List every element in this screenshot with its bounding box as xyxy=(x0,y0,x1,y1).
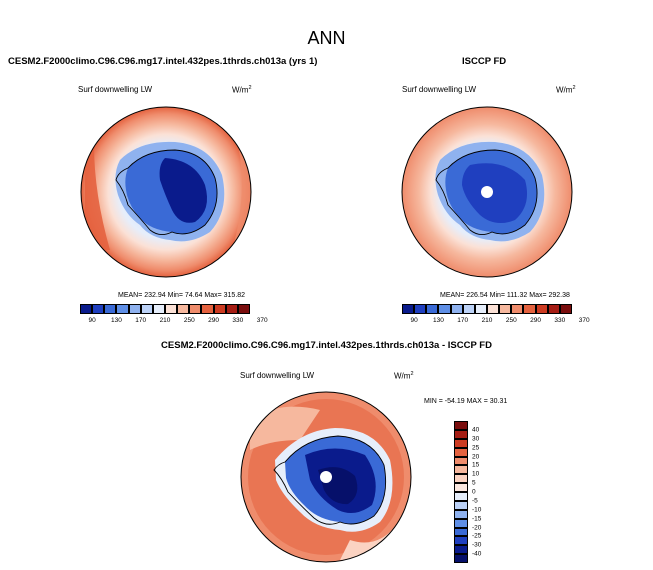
colorbar-tick-label: 130 xyxy=(432,317,444,324)
right-stats: MEAN= 226.54 Min= 111.32 Max= 292.38 xyxy=(440,292,570,299)
colorbar-tick-label: 290 xyxy=(208,317,219,324)
right-colorbar xyxy=(402,304,572,314)
diff-stats: MIN = -54.19 MAX = 30.31 xyxy=(424,398,508,405)
left-units-label: W/m2 xyxy=(232,85,252,95)
colorbar-tick-label: 25 xyxy=(472,444,480,452)
colorbar-tick-label: -15 xyxy=(472,515,482,523)
left-variable-label: Surf downwelling LW xyxy=(78,85,153,94)
colorbar-tick-label: 170 xyxy=(135,317,147,324)
right-units-label: W/m2 xyxy=(556,85,576,95)
colorbar-tick-label: 20 xyxy=(472,453,480,460)
right-variable-label: Surf downwelling LW xyxy=(402,85,477,94)
colorbar-tick-label: 40 xyxy=(472,426,480,434)
colorbar-tick-label: 330 xyxy=(232,317,244,324)
colorbar-tick-label: -40 xyxy=(472,550,482,558)
colorbar-tick-label: 210 xyxy=(159,317,171,324)
colorbar-tick-label: 90 xyxy=(88,317,96,324)
colorbar-tick-label: 90 xyxy=(410,317,418,324)
colorbar-tick-label: 0 xyxy=(472,488,476,496)
colorbar-tick-label: 250 xyxy=(505,317,517,324)
left-stats: MEAN= 232.94 Min= 74.64 Max= 315.82 xyxy=(118,292,246,299)
colorbar-tick-label: 10 xyxy=(472,470,480,478)
right-panel-title: ISCCP FD xyxy=(462,56,507,67)
colorbar-tick-label: 250 xyxy=(183,317,195,324)
diff-units-label: W/m2 xyxy=(394,371,414,381)
diff-panel-title: CESM2.F2000climo.C96.C96.mg17.intel.432p… xyxy=(161,340,492,351)
colorbar-tick-label: 5 xyxy=(472,479,476,487)
colorbar-tick-label: 15 xyxy=(472,461,480,469)
diff-variable-label: Surf downwelling LW xyxy=(240,371,315,380)
colorbar-tick-label: -25 xyxy=(472,532,482,540)
colorbar-tick-label: -10 xyxy=(472,506,482,514)
left-antarctica-interior xyxy=(159,158,208,223)
colorbar-tick-label: 170 xyxy=(457,317,469,324)
colorbar-tick-label: 290 xyxy=(530,317,541,324)
colorbar-tick-label: 210 xyxy=(481,317,493,324)
figure-title: ANN xyxy=(307,28,346,48)
colorbar-tick-label: 330 xyxy=(554,317,566,324)
colorbar-tick-label: 370 xyxy=(578,317,590,324)
left-colorbar xyxy=(80,304,250,314)
left-panel-title: CESM2.F2000climo.C96.C96.mg17.intel.432p… xyxy=(8,56,318,67)
diff-colorbar xyxy=(454,421,468,563)
colorbar-tick-label: -30 xyxy=(472,541,482,549)
colorbar-tick-label: -20 xyxy=(472,524,482,531)
left-coastline xyxy=(115,149,218,235)
colorbar-tick-label: 30 xyxy=(472,435,480,443)
colorbar-tick-label: 130 xyxy=(110,317,122,324)
colorbar-tick-label: -5 xyxy=(472,497,478,505)
colorbar-tick-label: 370 xyxy=(256,317,268,324)
